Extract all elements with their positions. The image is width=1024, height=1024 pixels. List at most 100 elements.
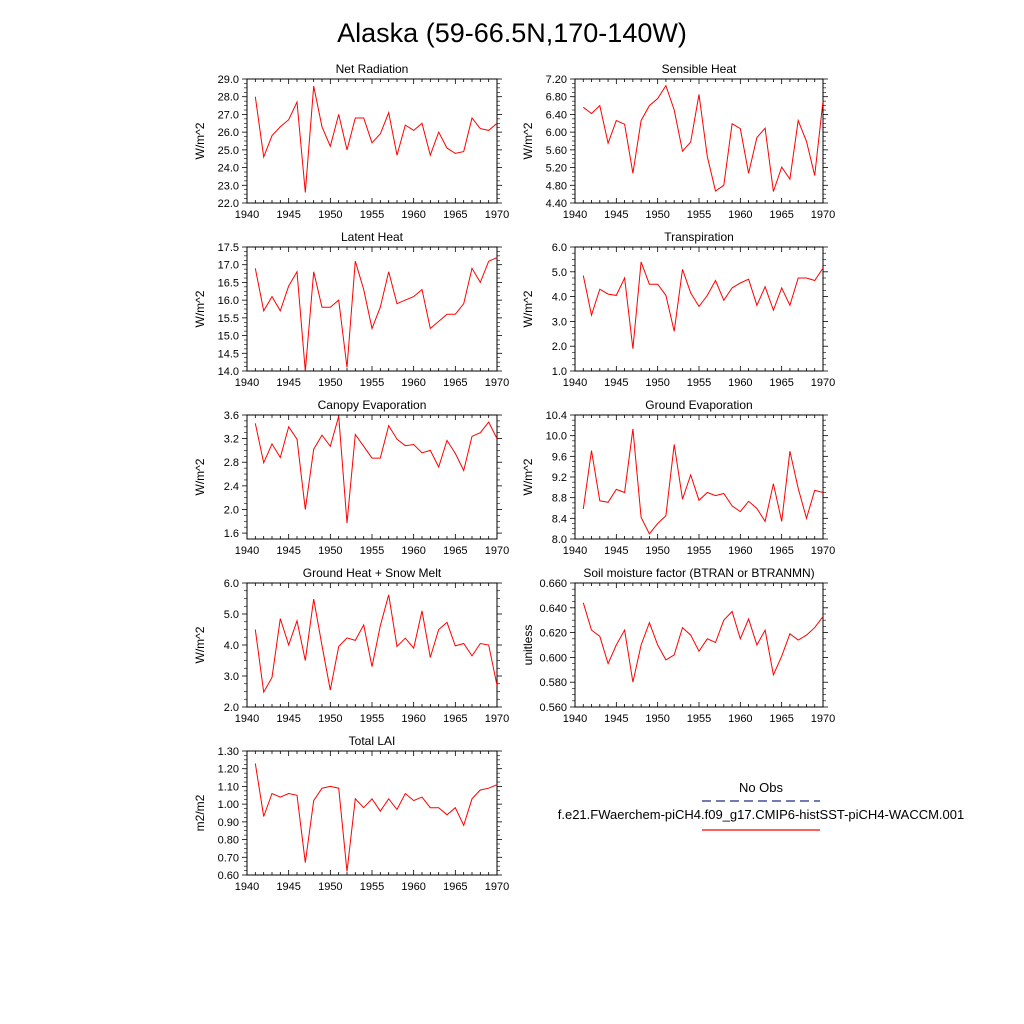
y-tick-label: 0.620 (539, 628, 567, 640)
x-tick-label: 1950 (318, 377, 342, 389)
x-tick-label: 1970 (811, 377, 835, 389)
y-axis-label: W/m^2 (193, 290, 207, 327)
series-line-0 (254, 763, 497, 872)
x-tick-label: 1945 (276, 209, 300, 221)
x-tick-label: 1940 (235, 209, 259, 221)
x-tick-label: 1945 (604, 545, 628, 557)
x-tick-label: 1940 (235, 881, 259, 893)
y-tick-label: 3.2 (224, 434, 239, 446)
y-tick-label: 6.80 (546, 92, 567, 104)
x-tick-label: 1940 (235, 713, 259, 725)
series-line-0 (254, 86, 497, 193)
y-axis-label: W/m^2 (193, 458, 207, 495)
series-line-0 (254, 257, 497, 371)
legend-model-label: f.e21.FWaerchem-piCH4.f09_g17.CMIP6-hist… (558, 807, 965, 822)
panel-5: Ground Evaporation W/m^2 1940 1945 1950 1955 1… (521, 398, 835, 557)
x-tick-label: 1960 (728, 545, 752, 557)
legend-obs-label: No Obs (739, 780, 784, 795)
y-tick-label: 1.00 (218, 799, 239, 811)
x-tick-label: 1945 (604, 713, 628, 725)
x-tick-label: 1940 (563, 713, 587, 725)
y-tick-label: 10.0 (546, 431, 567, 443)
panel-title: Net Radiation (336, 62, 409, 76)
y-tick-label: 25.0 (218, 145, 239, 157)
x-tick-label: 1950 (318, 545, 342, 557)
y-axis-label: W/m^2 (521, 458, 535, 495)
y-tick-label: 6.00 (546, 127, 567, 139)
main-title: Alaska (59-66.5N,170-140W) (337, 18, 687, 48)
y-tick-label: 14.0 (218, 366, 239, 378)
series-line-0 (582, 261, 823, 349)
y-tick-label: 15.5 (218, 313, 239, 325)
x-tick-label: 1945 (276, 713, 300, 725)
x-tick-label: 1970 (811, 545, 835, 557)
panel-8: Total LAI m2/m2 1940 1945 1950 1955 1960 1965 19… (193, 734, 509, 893)
x-tick-label: 1965 (443, 209, 467, 221)
y-axis-label: m2/m2 (193, 794, 207, 831)
panel-0: Net Radiation W/m^2 1940 1945 1950 1955 1960 19… (193, 62, 509, 221)
panel-title: Soil moisture factor (BTRAN or BTRANMN) (583, 566, 814, 580)
y-tick-label: 2.4 (224, 481, 239, 493)
x-tick-label: 1955 (360, 377, 384, 389)
y-tick-label: 4.0 (552, 292, 567, 304)
chart-panels: Net Radiation W/m^2 1940 1945 1950 1955 1960 19… (193, 62, 835, 893)
x-tick-label: 1965 (443, 377, 467, 389)
x-tick-label: 1950 (645, 545, 669, 557)
x-tick-label: 1950 (318, 881, 342, 893)
y-axis-label: W/m^2 (193, 626, 207, 663)
x-tick-label: 1950 (645, 713, 669, 725)
y-axis-label: unitless (521, 625, 535, 666)
x-tick-label: 1965 (769, 545, 793, 557)
x-tick-label: 1965 (443, 545, 467, 557)
x-tick-label: 1960 (401, 377, 425, 389)
x-tick-label: 1940 (563, 209, 587, 221)
y-tick-label: 9.2 (552, 472, 567, 484)
x-tick-label: 1955 (360, 545, 384, 557)
x-tick-label: 1945 (604, 377, 628, 389)
x-tick-label: 1965 (769, 713, 793, 725)
y-tick-label: 2.0 (552, 341, 567, 353)
x-tick-label: 1970 (485, 209, 509, 221)
x-tick-label: 1940 (563, 377, 587, 389)
x-tick-label: 1970 (485, 377, 509, 389)
y-tick-label: 6.40 (546, 109, 567, 121)
y-tick-label: 0.640 (539, 603, 567, 615)
panel-6: Ground Heat + Snow Melt W/m^2 1940 1945 1950… (193, 566, 509, 725)
legend: No Obs f.e21.FWaerchem-piCH4.f09_g17.CMI… (558, 780, 965, 831)
series-line-0 (582, 428, 823, 535)
y-tick-label: 5.20 (546, 163, 567, 175)
y-tick-label: 29.0 (218, 74, 239, 86)
x-tick-label: 1955 (360, 209, 384, 221)
plot-frame (574, 414, 824, 540)
y-tick-label: 15.0 (218, 331, 239, 343)
x-tick-label: 1960 (401, 209, 425, 221)
x-tick-label: 1960 (401, 545, 425, 557)
y-tick-label: 23.0 (218, 180, 239, 192)
y-tick-label: 5.60 (546, 145, 567, 157)
x-tick-label: 1965 (443, 881, 467, 893)
panel-title: Canopy Evaporation (318, 398, 427, 412)
panel-title: Total LAI (349, 734, 396, 748)
series-line-0 (254, 594, 497, 694)
y-tick-label: 0.600 (539, 652, 567, 664)
series-line-0 (582, 602, 823, 683)
y-tick-label: 5.0 (552, 267, 567, 279)
x-tick-label: 1955 (360, 713, 384, 725)
x-tick-label: 1970 (485, 713, 509, 725)
x-tick-label: 1950 (318, 713, 342, 725)
y-tick-label: 27.0 (218, 109, 239, 121)
y-tick-label: 1.0 (552, 366, 567, 378)
y-tick-label: 0.80 (218, 835, 239, 847)
x-tick-label: 1955 (687, 713, 711, 725)
y-tick-label: 5.0 (224, 609, 239, 621)
x-tick-label: 1940 (563, 545, 587, 557)
plot-frame (246, 78, 498, 204)
x-tick-label: 1960 (401, 881, 425, 893)
x-tick-label: 1955 (687, 377, 711, 389)
y-tick-label: 26.0 (218, 127, 239, 139)
y-tick-label: 3.0 (552, 316, 567, 328)
y-tick-label: 16.5 (218, 277, 239, 289)
y-tick-label: 0.580 (539, 677, 567, 689)
y-tick-label: 3.0 (224, 671, 239, 683)
